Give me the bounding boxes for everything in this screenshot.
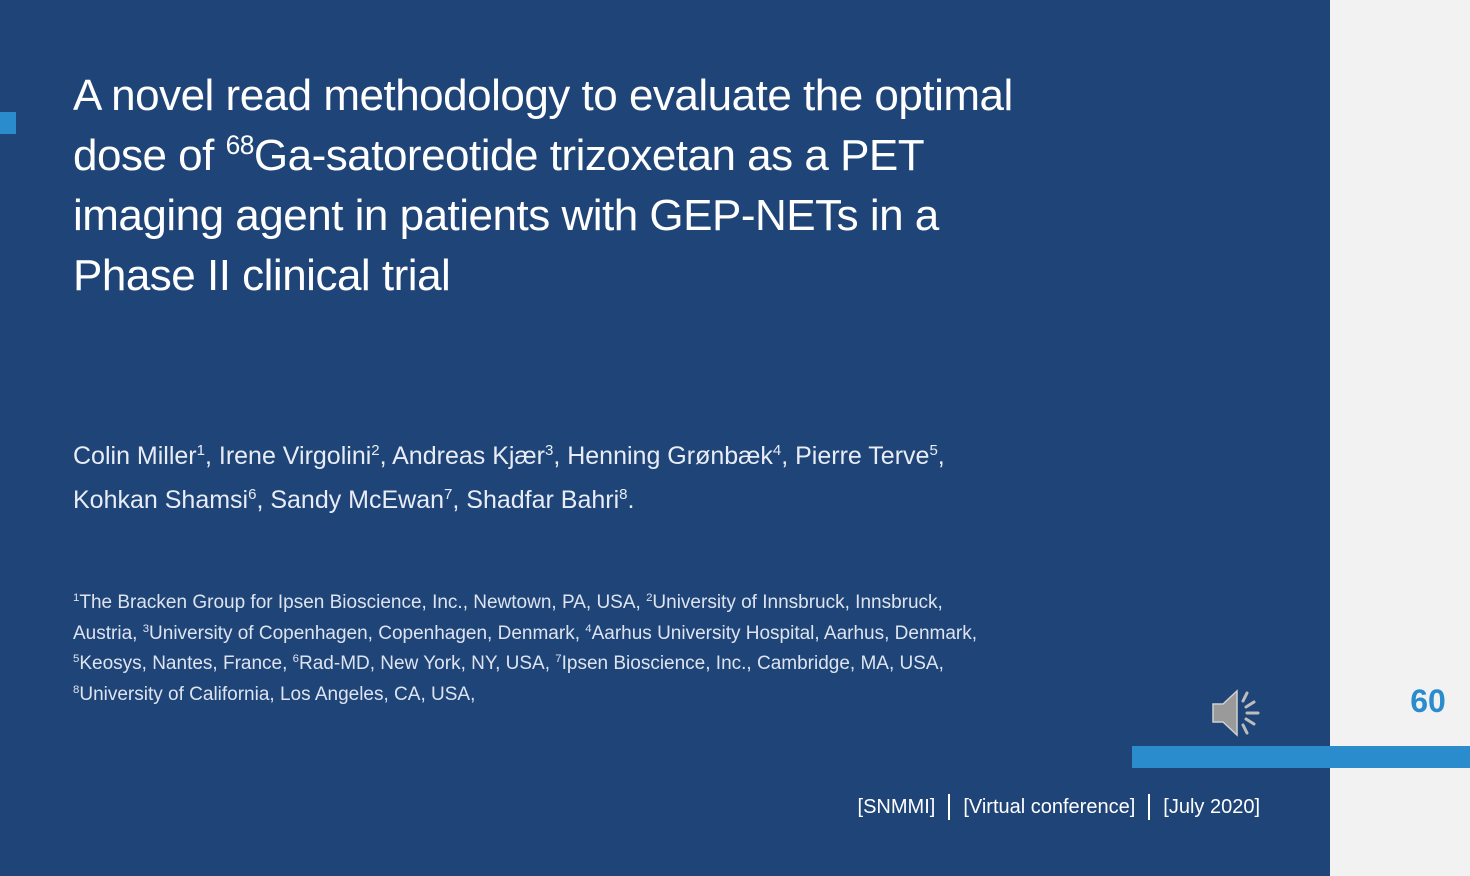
superscript: 6 (248, 486, 257, 503)
slide-background (0, 0, 1330, 876)
text-run: University of Copenhagen, Copenhagen, De… (149, 622, 586, 644)
text-line: 1The Bracken Group for Ipsen Bioscience,… (73, 588, 977, 619)
superscript: 5 (73, 653, 80, 666)
text-line: Colin Miller1, Irene Virgolini2, Andreas… (73, 434, 945, 478)
speaker-icon[interactable] (1210, 686, 1268, 740)
affiliations: 1The Bracken Group for Ipsen Bioscience,… (73, 588, 977, 710)
text-run: Ga-satoreotide trizoxetan as a PET (253, 131, 925, 180)
footer-item: [SNMMI] (857, 796, 936, 818)
text-run: imaging agent in patients with GEP-NETs … (73, 191, 939, 240)
superscript: 2 (371, 442, 380, 459)
text-run: The Bracken Group for Ipsen Bioscience, … (79, 592, 647, 613)
superscript: 4 (585, 622, 592, 635)
accent-bar (1132, 746, 1470, 768)
authors: Colin Miller1, Irene Virgolini2, Andreas… (73, 434, 945, 522)
text-line: 5Keosys, Nantes, France, 6Rad-MD, New Yo… (73, 649, 977, 680)
text-run: , Andreas Kjær (379, 442, 545, 470)
text-run: , Henning Grønbæk (553, 442, 773, 470)
text-line: imaging agent in patients with GEP-NETs … (73, 186, 1013, 246)
footer-item: [July 2020] (1148, 794, 1260, 820)
title: A novel read methodology to evaluate the… (73, 66, 1013, 306)
superscript: 6 (292, 653, 300, 666)
superscript: 7 (555, 653, 562, 666)
text-run: , Irene Virgolini (204, 442, 372, 470)
text-line: A novel read methodology to evaluate the… (73, 66, 1013, 126)
superscript: 8 (73, 683, 80, 696)
superscript: 3 (142, 622, 150, 635)
text-line: 8University of California, Los Angeles, … (73, 680, 977, 711)
text-run: Rad-MD, New York, NY, USA, (299, 653, 556, 674)
text-run: , Sandy McEwan (256, 486, 445, 514)
superscript: 5 (929, 442, 938, 459)
superscript: 4 (772, 442, 782, 459)
superscript: 2 (646, 592, 653, 605)
text-line: Phase II clinical trial (73, 246, 1013, 306)
superscript: 7 (444, 486, 453, 503)
text-run: Keosys, Nantes, France, (79, 653, 293, 674)
page-number: 60 (1410, 683, 1446, 719)
text-run: Austria, (73, 622, 143, 644)
accent-square (0, 112, 16, 134)
superscript: 1 (196, 442, 205, 459)
text-run: Aarhus University Hospital, Aarhus, Denm… (591, 622, 978, 644)
text-line: dose of 68Ga-satoreotide trizoxetan as a… (73, 126, 1013, 186)
footer: [SNMMI] [Virtual conference] [July 2020] (845, 794, 1260, 820)
text-line: Austria, 3University of Copenhagen, Cope… (73, 619, 977, 650)
text-run: . (627, 486, 635, 514)
text-run: Ipsen Bioscience, Inc., Cambridge, MA, U… (561, 653, 944, 674)
text-run: University of Innsbruck, Innsbruck, (652, 592, 943, 613)
text-run: dose of (73, 131, 226, 180)
text-run: , (937, 442, 945, 470)
text-run: Phase II clinical trial (73, 251, 451, 300)
superscript: 8 (619, 486, 628, 503)
text-run: , Pierre Terve (781, 442, 930, 470)
superscript: 3 (544, 442, 554, 459)
text-run: University of California, Los Angeles, C… (79, 683, 476, 705)
text-run: Kohkan Shamsi (73, 486, 249, 514)
superscript: 68 (225, 130, 255, 161)
text-run: , Shadfar Bahri (452, 486, 620, 514)
footer-item: [Virtual conference] (948, 794, 1148, 820)
text-run: A novel read methodology to evaluate the… (73, 71, 1013, 120)
superscript: 1 (73, 592, 80, 605)
text-line: Kohkan Shamsi6, Sandy McEwan7, Shadfar B… (73, 478, 945, 522)
text-run: Colin Miller (73, 442, 197, 470)
